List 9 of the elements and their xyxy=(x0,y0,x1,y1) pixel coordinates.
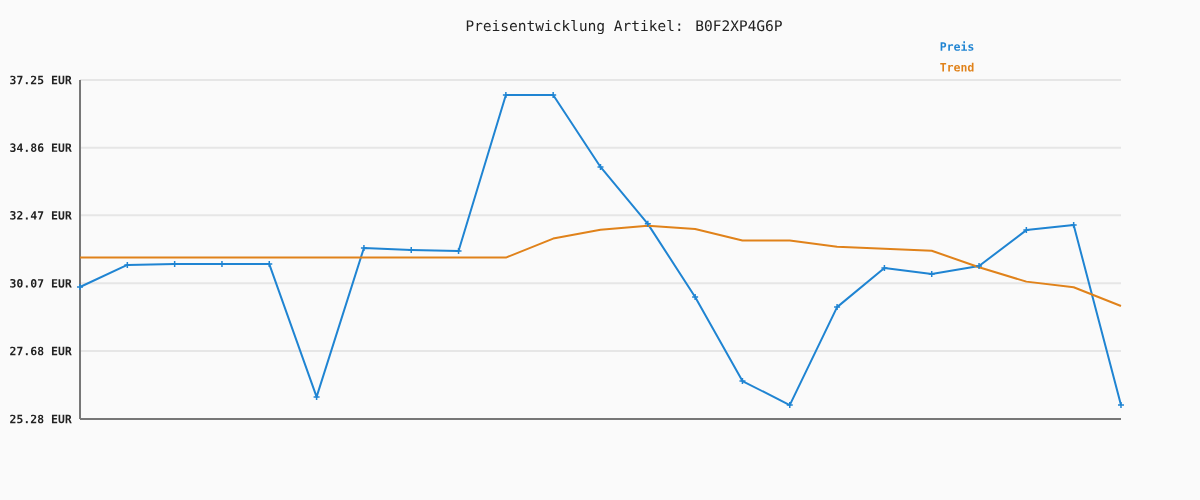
y-tick-label: 27.68 EUR xyxy=(10,346,72,356)
text: Trend xyxy=(940,62,974,72)
chart-title: Preisentwicklung Artikel: B0F2XP4G6P xyxy=(466,19,782,35)
y-tick-label: 32.47 EUR xyxy=(10,211,72,220)
y-tick-label: 30.07 EUR xyxy=(10,278,72,288)
y-tick-label: 37.25 EUR xyxy=(10,75,72,85)
y-tick-label: 25.28 EUR xyxy=(10,414,72,424)
y-tick-label: 34.86 EUR xyxy=(10,143,72,153)
text: Preis xyxy=(940,41,974,51)
